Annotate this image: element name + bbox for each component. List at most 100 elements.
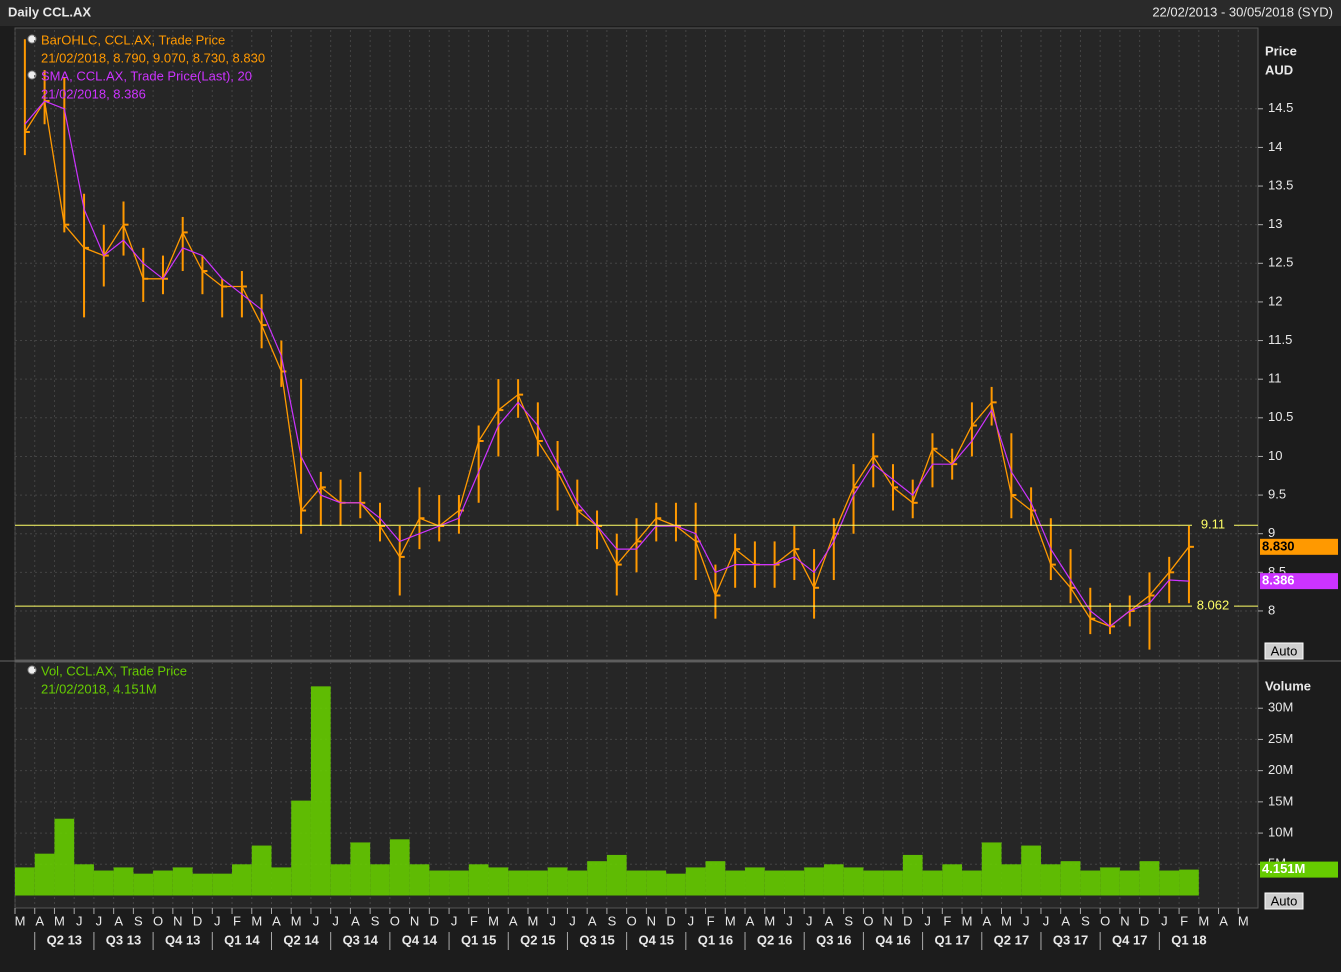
x-tick-label: M (251, 913, 262, 928)
volume-bar (429, 870, 450, 896)
volume-bar (705, 861, 726, 896)
x-tick-label: J (549, 913, 556, 928)
x-tick-label: J (96, 913, 103, 928)
reference-label-bg (1192, 517, 1234, 534)
legend-detail: 21/02/2018, 4.151M (41, 681, 157, 696)
y-tick-label: 13 (1268, 216, 1282, 231)
x-tick-label: O (1100, 913, 1110, 928)
x-tick-label: S (844, 913, 853, 928)
auto-button[interactable]: Auto (1264, 642, 1304, 660)
x-tick-label: M (488, 913, 499, 928)
x-tick-label: M (962, 913, 973, 928)
x-tick-label: N (883, 913, 892, 928)
quarter-label: Q4 15 (639, 932, 674, 947)
x-tick-label: M (1001, 913, 1012, 928)
auto-button-label[interactable]: Auto (1271, 643, 1298, 658)
y-tick-label: 9.5 (1268, 487, 1286, 502)
x-tick-label: A (746, 913, 755, 928)
reference-label: 9.11 (1201, 517, 1225, 532)
x-tick-label: S (371, 913, 380, 928)
volume-bar (153, 870, 173, 896)
x-tick-label: D (1140, 913, 1149, 928)
y-tick-label: 25M (1268, 731, 1293, 746)
legend-icon[interactable] (27, 34, 37, 44)
last-value-tag (1260, 538, 1338, 555)
volume-bar (389, 839, 410, 896)
volume-bar (823, 864, 844, 896)
auto-button-label[interactable]: Auto (1271, 893, 1298, 908)
reference-label-bg (1192, 598, 1234, 615)
volume-bar (1179, 869, 1199, 896)
volume-bar (54, 818, 75, 896)
volume-bar (15, 867, 35, 896)
quarter-label: Q4 14 (402, 932, 438, 947)
volume-bar (606, 854, 627, 896)
x-tick-label: F (707, 913, 715, 928)
x-tick-label: F (470, 913, 478, 928)
volume-bar (962, 870, 982, 896)
sma-line (24, 100, 1189, 628)
volume-bar (291, 800, 311, 896)
volume-bar (212, 873, 233, 896)
volume-bar (330, 864, 351, 896)
x-tick-label: N (410, 913, 419, 928)
quarter-label: Q2 17 (994, 932, 1029, 947)
quarter-label: Q1 15 (461, 932, 496, 947)
y-tick-label: 9 (1268, 525, 1275, 540)
x-tick-label: J (688, 913, 695, 928)
legend-icon[interactable] (27, 665, 37, 675)
x-tick-label: A (351, 913, 360, 928)
volume-bar (764, 870, 785, 896)
volume-bar (685, 867, 706, 896)
x-tick-label: J (1023, 913, 1030, 928)
volume-axis-title: Volume (1265, 678, 1311, 693)
price-axis-unit: AUD (1265, 62, 1293, 77)
x-tick-label: N (647, 913, 656, 928)
y-tick-label: 30M (1268, 700, 1293, 715)
x-tick-label: J (569, 913, 576, 928)
legend-icon[interactable] (27, 70, 37, 80)
quarter-label: Q1 18 (1171, 932, 1206, 947)
x-tick-label: D (666, 913, 675, 928)
auto-button-box[interactable] (1264, 642, 1304, 660)
x-tick-label: D (193, 913, 202, 928)
volume-bar (942, 864, 963, 896)
last-value-tag (1260, 573, 1338, 590)
legend-entry: Vol, CCL.AX, Trade Price (41, 663, 187, 678)
x-tick-label: A (588, 913, 597, 928)
volume-bar (310, 686, 331, 896)
quarter-label: Q2 13 (47, 932, 82, 947)
x-tick-label: M (15, 913, 26, 928)
auto-button[interactable]: Auto (1264, 892, 1304, 910)
quarter-label: Q3 15 (579, 932, 614, 947)
x-tick-label: A (114, 913, 123, 928)
volume-bar (527, 870, 548, 896)
price-line (24, 99, 1190, 628)
volume-bar (1001, 864, 1022, 896)
volume-bar (587, 861, 607, 896)
x-tick-label: S (134, 913, 143, 928)
y-tick-label: 11.5 (1268, 332, 1292, 347)
x-tick-label: D (903, 913, 912, 928)
window-title: Daily CCL.AX (8, 4, 91, 19)
legend-detail: 21/02/2018, 8.386 (41, 86, 146, 101)
volume-bar (804, 867, 824, 896)
y-tick-label: 14 (1268, 139, 1282, 154)
volume-bar (883, 870, 903, 896)
x-tick-label: F (943, 913, 951, 928)
x-tick-label: J (451, 913, 458, 928)
date-range: 22/02/2013 - 30/05/2018 (SYD) (1152, 4, 1333, 19)
auto-button-box[interactable] (1264, 892, 1304, 910)
quarter-label: Q1 16 (698, 932, 733, 947)
x-tick-label: S (608, 913, 617, 928)
volume-bar (547, 867, 568, 896)
x-tick-label: J (924, 913, 931, 928)
x-tick-label: N (1120, 913, 1129, 928)
legend-entry: BarOHLC, CCL.AX, Trade Price (41, 32, 225, 47)
volume-bar (784, 870, 805, 896)
last-value-tag-label: 4.151M (1262, 861, 1305, 876)
x-tick-label: M (764, 913, 775, 928)
volume-bar (646, 870, 667, 896)
